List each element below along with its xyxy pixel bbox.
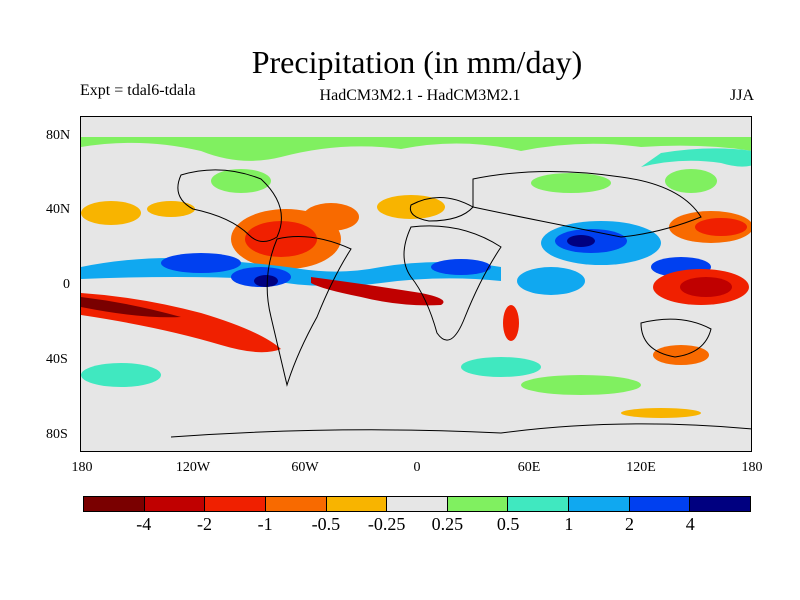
colorbar-swatch xyxy=(690,497,751,511)
colorbar-label: 0.5 xyxy=(496,514,520,534)
y-tick-label: 40N xyxy=(46,202,71,217)
colorbar-swatch xyxy=(205,497,266,511)
colorbar-label: -2 xyxy=(196,514,212,534)
precipitation-map xyxy=(81,117,751,451)
x-tick-label: 120E xyxy=(626,460,656,475)
map-frame xyxy=(80,116,752,452)
anomaly-fields xyxy=(81,137,751,418)
colorbar-swatch xyxy=(387,497,448,511)
plot-title: Precipitation (in mm/day) xyxy=(251,44,583,80)
colorbar-label: -1 xyxy=(257,514,273,534)
colorbar-label: 0.25 xyxy=(431,514,464,534)
colorbar-label: 4 xyxy=(685,514,695,534)
model-label: HadCM3M2.1 - HadCM3M2.1 xyxy=(319,87,521,104)
colorbar-swatch xyxy=(629,497,691,511)
colorbar-swatch xyxy=(265,497,327,511)
x-tick-label: 180 xyxy=(741,460,763,475)
colorbar-swatch xyxy=(84,497,145,511)
season-label: JJA xyxy=(729,87,754,104)
x-tick-label: 120W xyxy=(175,460,211,475)
x-tick-label: 60E xyxy=(517,460,541,475)
coastlines xyxy=(170,169,751,438)
colorbar-swatch xyxy=(326,497,388,511)
y-tick-label: 40S xyxy=(46,352,68,367)
colorbar-swatch xyxy=(508,497,570,511)
x-tick-label: 180 xyxy=(71,460,93,475)
colorbar-label: -4 xyxy=(136,514,152,534)
x-tick-label: 0 xyxy=(413,460,421,475)
colorbar-label: -0.25 xyxy=(367,514,406,534)
colorbar xyxy=(83,496,751,512)
colorbar-label: 2 xyxy=(625,514,635,534)
colorbar-swatch xyxy=(144,497,206,511)
x-tick-label: 60W xyxy=(291,460,319,475)
y-tick-label: 0 xyxy=(63,277,70,292)
colorbar-swatch xyxy=(569,497,630,511)
colorbar-label: 1 xyxy=(564,514,574,534)
colorbar-swatch xyxy=(447,497,509,511)
experiment-label: Expt = tdal6-tdala xyxy=(80,82,196,99)
y-tick-label: 80N xyxy=(46,128,71,143)
y-tick-label: 80S xyxy=(46,427,68,442)
colorbar-label: -0.5 xyxy=(311,514,341,534)
